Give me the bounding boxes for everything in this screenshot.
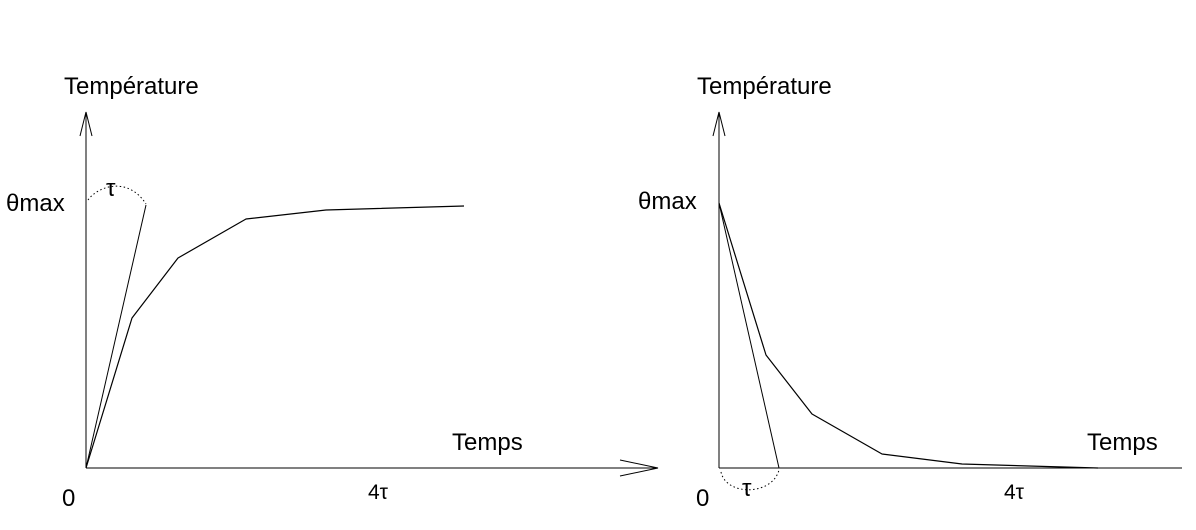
cooling-theta-max-label: θmax <box>638 188 697 215</box>
cooling-tangent-line <box>718 202 780 469</box>
heating-x-axis-arrowhead <box>619 459 659 477</box>
heating-diagram: Température Temps θmax 0 τ 4τ <box>6 73 659 512</box>
heating-tau-label: τ <box>106 175 116 202</box>
cooling-x-axis-label: Temps <box>1087 429 1158 456</box>
cooling-tau-arc <box>720 469 780 491</box>
cooling-origin-label: 0 <box>696 485 709 512</box>
heating-tau-arc <box>87 185 147 205</box>
cooling-four-tau-label: 4τ <box>1004 481 1025 504</box>
cooling-curve <box>718 202 1099 469</box>
heating-theta-max-label: θmax <box>6 190 65 217</box>
heating-y-axis-arrowhead <box>79 111 93 137</box>
heating-four-tau-label: 4τ <box>368 481 389 504</box>
heating-y-axis-label: Température <box>64 73 199 100</box>
heating-x-axis-label: Temps <box>452 429 523 456</box>
cooling-y-axis-arrowhead <box>712 111 726 137</box>
heating-origin-label: 0 <box>62 485 75 512</box>
cooling-diagram: Température Temps θmax 0 τ 4τ <box>638 73 1182 512</box>
cooling-y-axis-label: Température <box>697 73 832 100</box>
heating-curve <box>85 205 465 469</box>
heating-tangent-line <box>85 204 147 469</box>
cooling-tau-label: τ <box>742 475 752 502</box>
